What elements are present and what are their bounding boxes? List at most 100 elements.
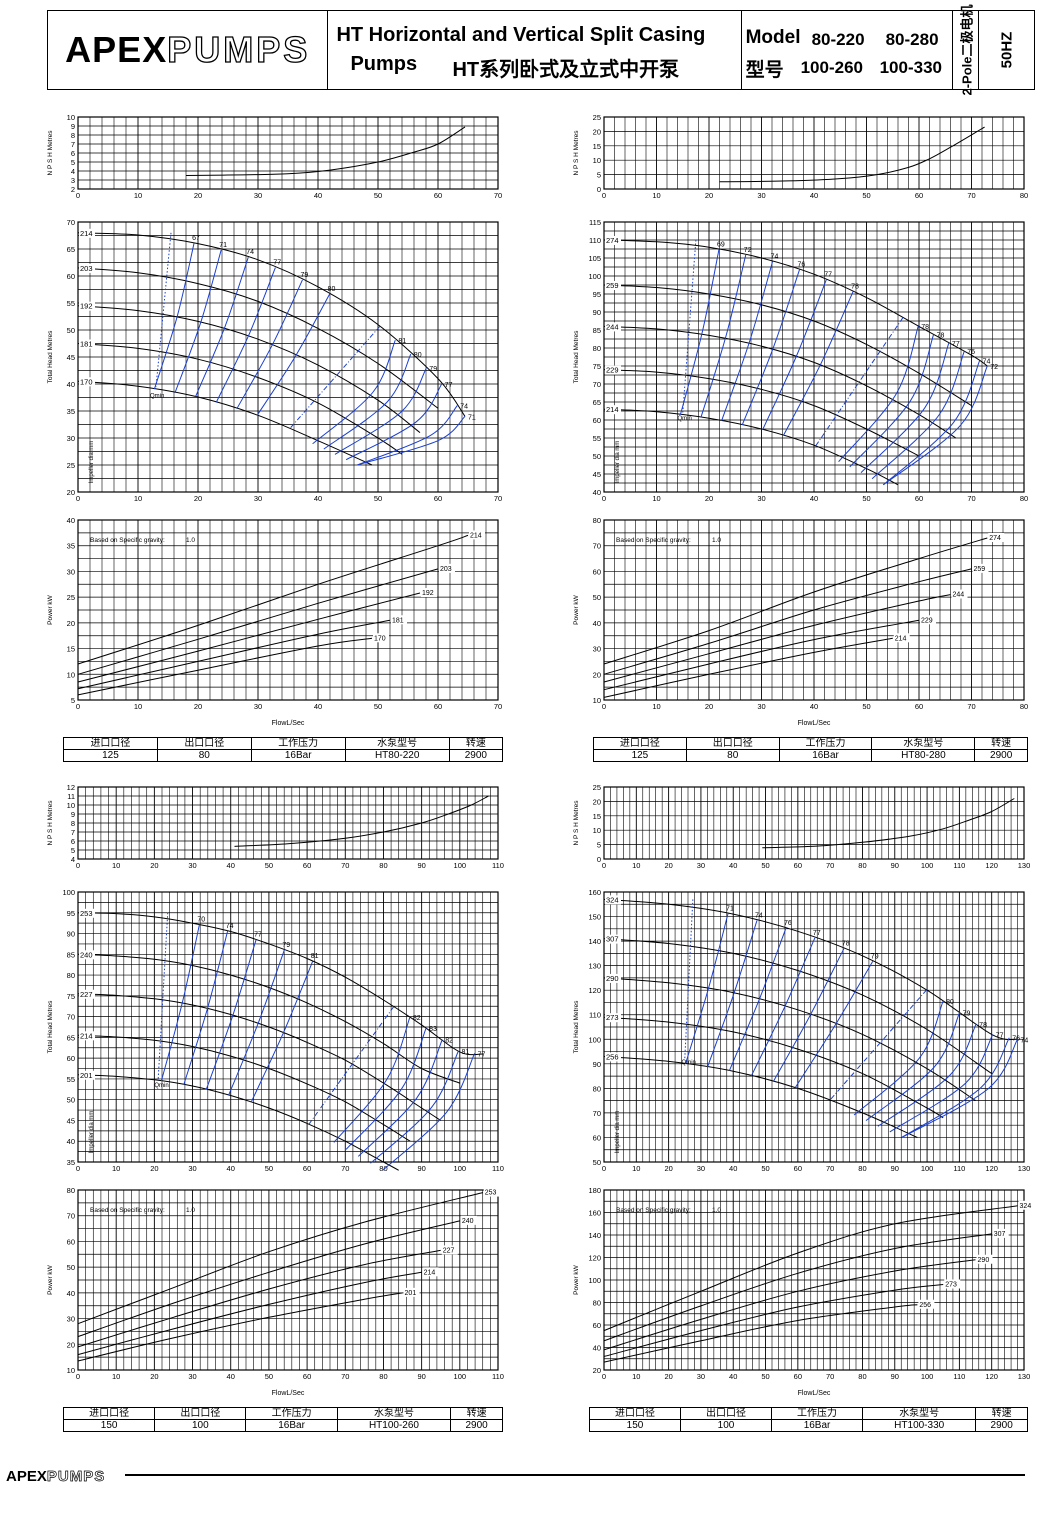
y-tick-label: 10	[67, 1366, 75, 1375]
y-tick-label: 95	[593, 290, 601, 299]
head-curve-307	[603, 938, 992, 1075]
y-tick-label: 8	[71, 131, 75, 140]
y-tick-label: 80	[593, 1299, 601, 1308]
gravity-note: Based on Specific gravity:	[90, 1207, 165, 1214]
plot-frame	[77, 786, 499, 860]
y-tick-label: 15	[67, 645, 75, 654]
model-100-260: 100-260	[800, 58, 863, 77]
x-tick-label: 120	[985, 861, 998, 870]
y-tick-label: 20	[593, 1366, 601, 1375]
x-tick-label: 70	[341, 1164, 349, 1173]
power-curve-259	[603, 568, 972, 675]
x-tick-label: 30	[757, 702, 765, 711]
efficiency-label: 79	[282, 942, 290, 949]
x-tick-label: 120	[985, 1164, 998, 1173]
power-curve-240	[77, 1220, 460, 1338]
y-axis-label: Power kW	[573, 594, 580, 624]
x-tick-label: 100	[454, 1372, 467, 1381]
y-axis-label: N P S H Metres	[573, 800, 580, 846]
td-outlet: 80	[156, 749, 252, 762]
efficiency-label: 80	[414, 352, 422, 359]
x-tick-label: 30	[757, 191, 765, 200]
curve-label-bg	[403, 1287, 420, 1297]
y-tick-label: 0	[597, 855, 601, 864]
th-inlet: 进口口径	[593, 737, 687, 750]
head-curve-274	[603, 239, 988, 367]
y-tick-label: 60	[593, 567, 601, 576]
y-tick-label: 50	[67, 326, 75, 335]
spec-table-ht80-220: 进口口径 出口口径 工作压力 水泵型号 转速 125 80 16Bar HT80-220 290…	[63, 737, 504, 762]
y-tick-label: 9	[71, 122, 75, 131]
curve-label-bg	[79, 1031, 95, 1041]
curve-label-bg	[79, 989, 95, 999]
curve-label-bg	[391, 615, 407, 625]
head-curve-label: 259	[606, 281, 619, 290]
x-tick-label: 90	[417, 1372, 425, 1381]
head-curve-290	[603, 977, 976, 1102]
x-tick-label: 70	[494, 702, 502, 711]
x-tick-label: 0	[76, 1372, 80, 1381]
y-tick-label: 15	[593, 812, 601, 821]
y-tick-label: 40	[593, 619, 601, 628]
efficiency-label: 81	[398, 338, 406, 345]
head-curve-259	[603, 284, 972, 407]
y-tick-label: 0	[597, 185, 601, 194]
x-tick-label: 40	[729, 1164, 737, 1173]
x-tick-label: 120	[985, 1372, 998, 1381]
head-panel: 0 10 20 30 40 50 60 70 80 90 100 110 120 130 50 60 70 80 9…	[573, 888, 1030, 1173]
x-tick-label: 30	[188, 1164, 196, 1173]
chart-ht100-330: 0 10 20 30 40 50 60 70 80 90 100 110 120 130051015202…	[573, 783, 1035, 1397]
efficiency-label: 83	[429, 1026, 437, 1033]
head-curve-label: 307	[606, 935, 619, 944]
y-tick-label: 75	[593, 362, 601, 371]
head-curve-label: 192	[80, 302, 93, 311]
y-tick-label: 50	[67, 1096, 75, 1105]
title-line2: Pumps	[350, 53, 418, 75]
x-axis-label: FlowL/Sec	[272, 1390, 305, 1397]
x-tick-label: 110	[953, 1164, 965, 1173]
y-tick-label: 55	[67, 299, 75, 308]
curve-label-bg	[469, 530, 485, 540]
curve-label-bg	[422, 1267, 439, 1277]
td-speed: 2900	[974, 749, 1028, 762]
y-tick-label: 80	[593, 516, 601, 525]
th-model: 水泵型号	[344, 737, 450, 750]
curve-label-bg	[605, 1013, 621, 1023]
curve-label-bg	[483, 1187, 500, 1197]
x-tick-label: 100	[921, 1164, 934, 1173]
td-inlet: 125	[593, 749, 687, 762]
td-model: HT100-260	[336, 1419, 452, 1432]
y-tick-label: 105	[588, 254, 601, 263]
y-tick-label: 50	[593, 593, 601, 602]
x-tick-label: 10	[112, 861, 120, 870]
curve-label-bg	[972, 563, 989, 573]
y-tick-label: 5	[597, 841, 601, 850]
efficiency-curve	[679, 249, 720, 415]
efficiency-curve	[215, 267, 276, 403]
x-tick-label: 50	[761, 1164, 769, 1173]
x-tick-label: 10	[134, 494, 142, 503]
y-tick-label: 60	[67, 1054, 75, 1063]
head-curve-170	[77, 380, 373, 466]
y-tick-label: 45	[593, 470, 601, 479]
x-tick-label: 20	[194, 702, 202, 711]
curve-label-bg	[605, 405, 621, 415]
efficiency-label: 79	[429, 366, 437, 373]
power-panel: 0 10 20 30 40 50 60 70 80 90 100 110102030405060708…	[47, 1186, 504, 1381]
impeller-dia-label: Impeller dia mm	[89, 1111, 95, 1154]
x-tick-label: 60	[303, 861, 311, 870]
x-tick-label: 60	[794, 861, 802, 870]
qmin-label: Qmin	[154, 1083, 168, 1089]
efficiency-label: 78	[937, 332, 945, 339]
y-tick-label: 45	[67, 353, 75, 362]
y-tick-label: 90	[593, 1060, 601, 1069]
y-tick-label: 10	[67, 670, 75, 679]
x-tick-label: 80	[1020, 191, 1028, 200]
y-tick-label: 4	[71, 855, 75, 864]
x-tick-label: 50	[374, 191, 382, 200]
head-panel: 0 10 20 30 40 50 60 70 80 40 45 50 55 60 65 70 75 80 85 90 9…	[573, 218, 1028, 503]
efficiency-curve	[685, 913, 729, 1065]
pole-block: 2-Pole二极电机	[953, 4, 980, 96]
npsh-curve	[234, 795, 489, 847]
